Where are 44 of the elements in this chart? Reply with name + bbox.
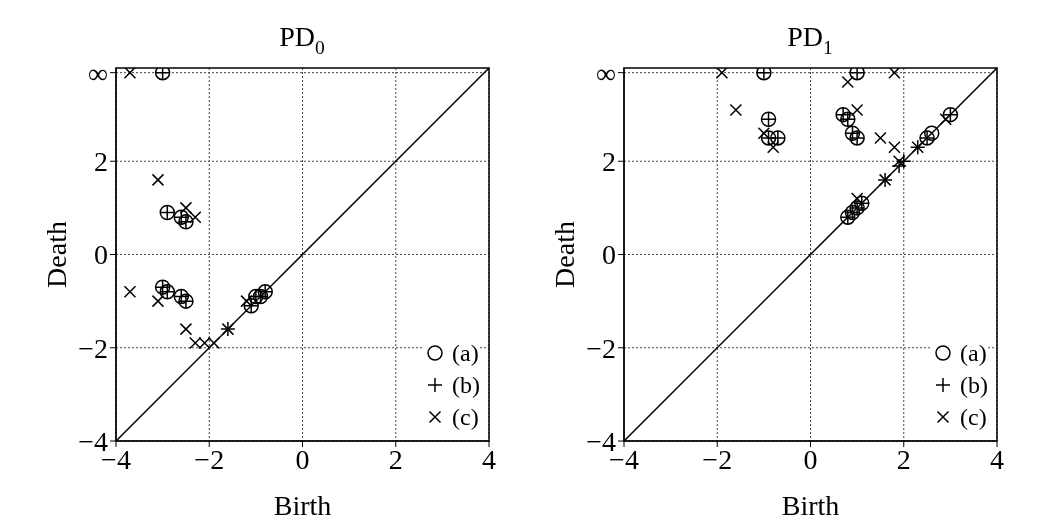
point bbox=[715, 68, 729, 79]
y-tick-label: 2 bbox=[94, 146, 108, 178]
x-tick-label: −2 bbox=[702, 443, 733, 475]
point bbox=[850, 192, 864, 205]
y-axis-title: Death bbox=[40, 221, 72, 288]
legend-label: (a) bbox=[960, 339, 987, 368]
chart-title: PD$_{0}$ bbox=[279, 21, 325, 58]
legend-label: (b) bbox=[960, 371, 988, 400]
y-axis-title: Death bbox=[548, 221, 580, 288]
point bbox=[888, 68, 901, 79]
point bbox=[179, 201, 193, 215]
x-tick-label: −2 bbox=[194, 443, 225, 475]
point bbox=[729, 103, 743, 117]
y-tick-label: 2 bbox=[602, 146, 616, 178]
point bbox=[874, 131, 887, 145]
y-tick-label: 0 bbox=[602, 239, 616, 271]
x-tick-label: 0 bbox=[803, 443, 818, 475]
chart-title: PD$_{1}$ bbox=[787, 21, 833, 58]
y-tick-label: −2 bbox=[78, 332, 108, 364]
point bbox=[189, 210, 202, 224]
point bbox=[923, 125, 940, 142]
y-tick-label: ∞ bbox=[596, 57, 616, 89]
x-axis-title: Birth bbox=[781, 490, 840, 519]
point bbox=[888, 141, 901, 154]
legend-label: (a) bbox=[452, 339, 479, 368]
x-tick-label: 4 bbox=[990, 443, 1004, 475]
legend-label: (c) bbox=[960, 403, 987, 432]
y-tick-label: 0 bbox=[94, 239, 108, 271]
point bbox=[892, 155, 906, 168]
y-tick-label: −2 bbox=[586, 332, 616, 364]
point bbox=[179, 322, 193, 336]
point bbox=[123, 285, 137, 299]
x-tick-label: 2 bbox=[388, 443, 403, 475]
point bbox=[151, 173, 165, 187]
x-tick-label: 4 bbox=[482, 443, 496, 475]
point bbox=[841, 75, 855, 89]
legend-label: (c) bbox=[452, 403, 479, 432]
x-axis-title: Birth bbox=[273, 490, 332, 519]
y-tick-label: ∞ bbox=[88, 57, 108, 89]
legend-label: (b) bbox=[452, 371, 480, 400]
x-tick-label: 0 bbox=[295, 443, 310, 475]
x-tick-label: 2 bbox=[896, 443, 911, 475]
point bbox=[123, 68, 137, 79]
point bbox=[850, 103, 864, 117]
